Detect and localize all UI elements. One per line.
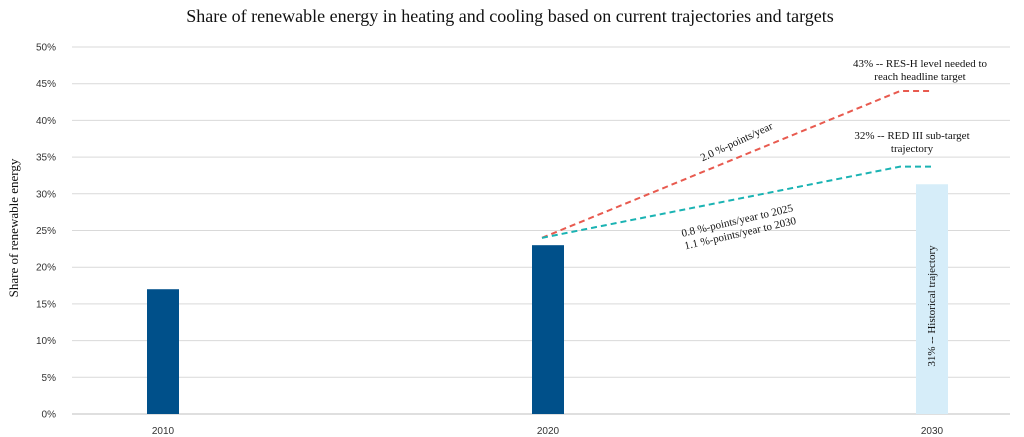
y-tick-20: 20% bbox=[36, 263, 56, 274]
trajectory-end-label-1-line-1: 43% -- RES-H level needed to bbox=[853, 58, 988, 70]
trajectory-end-label-2-line-2: trajectory bbox=[891, 143, 934, 155]
y-tick-30: 30% bbox=[36, 189, 56, 200]
y-tick-15: 15% bbox=[36, 299, 56, 310]
bar-annotation-2030: 31% -- Historical trajectory bbox=[926, 245, 938, 367]
trajectory-slope-label-2: 0.8 %-points/year to 20251.1 %-points/ye… bbox=[680, 202, 797, 252]
y-axis-label: Share of renewable energy bbox=[6, 158, 21, 297]
x-tick-labels: 2010 2020 2030 bbox=[152, 426, 944, 437]
x-tick-2020: 2020 bbox=[537, 426, 560, 437]
y-tick-35: 35% bbox=[36, 153, 56, 164]
x-tick-2010: 2010 bbox=[152, 426, 175, 437]
y-tick-5: 5% bbox=[42, 373, 57, 384]
bar-2030 bbox=[916, 184, 948, 414]
y-tick-40: 40% bbox=[36, 116, 56, 127]
y-tick-labels: 0% 5% 10% 15% 20% 25% 30% 35% 40% 45% 50% bbox=[36, 43, 56, 421]
trajectory-end-label-2: 32% -- RED III sub-target trajectory bbox=[854, 130, 969, 155]
y-tick-0: 0% bbox=[42, 410, 57, 421]
bar-2020 bbox=[532, 245, 564, 414]
y-tick-50: 50% bbox=[36, 43, 56, 54]
trajectory-line-2 bbox=[541, 165, 932, 239]
trajectory-end-label-1-line-2: reach headline target bbox=[874, 71, 965, 83]
y-tick-25: 25% bbox=[36, 226, 56, 237]
trajectory-end-label-1: 43% -- RES-H level needed to reach headli… bbox=[853, 58, 988, 83]
trajectory-end-label-2-line-1: 32% -- RED III sub-target bbox=[854, 130, 969, 142]
trajectory-lines bbox=[541, 90, 932, 239]
x-tick-2030: 2030 bbox=[921, 426, 944, 437]
chart-title: Share of renewable energy in heating and… bbox=[186, 6, 834, 26]
bar-2010 bbox=[147, 289, 179, 414]
y-tick-45: 45% bbox=[36, 79, 56, 90]
y-tick-10: 10% bbox=[36, 336, 56, 347]
bars bbox=[147, 184, 948, 414]
